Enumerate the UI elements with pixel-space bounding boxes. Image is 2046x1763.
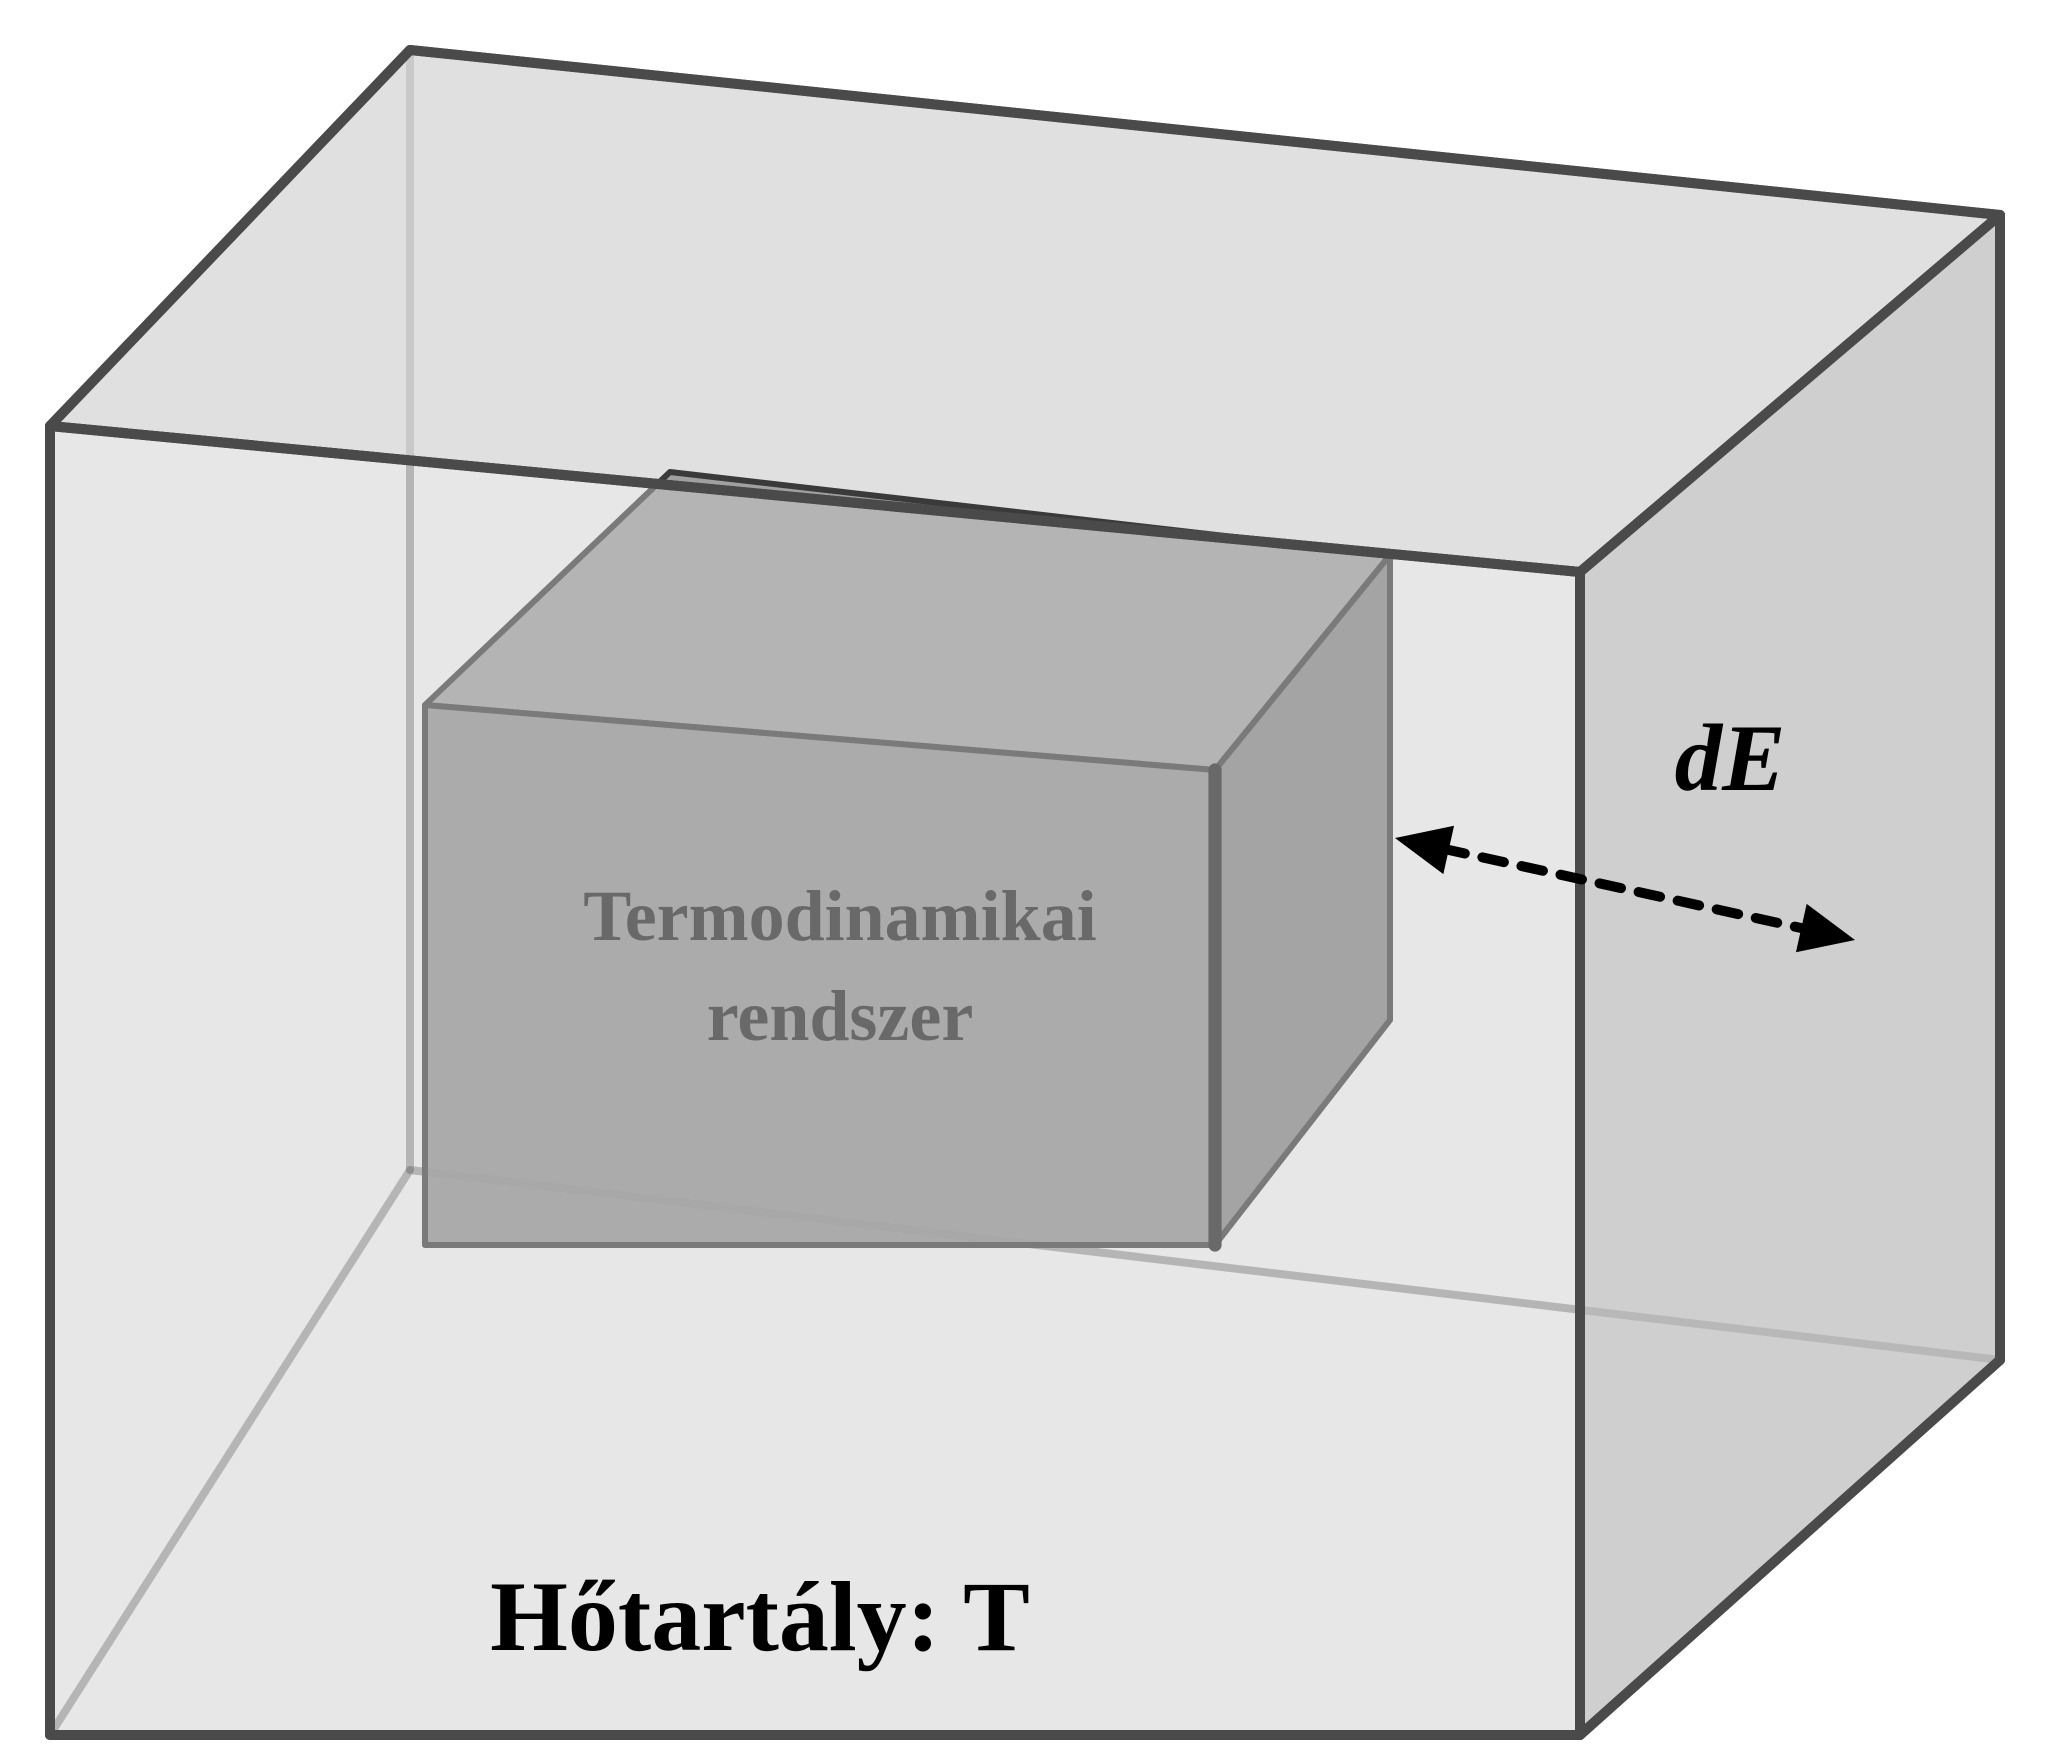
energy-label: dE xyxy=(1675,705,1786,811)
outer-box-label: Hőtartály: T xyxy=(490,1561,1030,1672)
